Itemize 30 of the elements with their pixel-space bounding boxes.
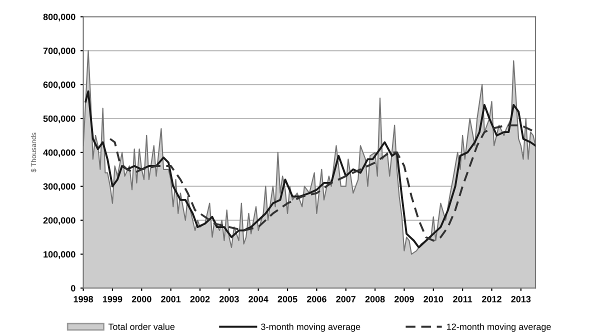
x-tick-label: 2000 <box>132 296 152 302</box>
line-series <box>84 90 536 248</box>
y-tick-label: 300,000 <box>43 183 76 192</box>
y-tick-label: 200,000 <box>43 217 76 225</box>
legend-label: 12-month moving average <box>447 323 551 332</box>
y-tick-label: 100,000 <box>44 251 76 259</box>
x-tick-label: 2007 <box>336 296 356 302</box>
y-tick-label: 500,000 <box>43 115 76 124</box>
x-tick-label: 2011 <box>453 296 472 302</box>
x-tick-label: 2010 <box>424 296 444 302</box>
x-tick-label: 2001 <box>161 296 181 302</box>
y-tick-label: 0 <box>71 285 76 292</box>
line-series <box>109 124 536 242</box>
legend-label: 3-month moving average <box>261 323 360 332</box>
x-tick-label: 2009 <box>394 296 414 302</box>
x-tick-label: 2003 <box>219 296 239 302</box>
x-tick-label: 2004 <box>248 296 268 302</box>
y-tick-label: 600,000 <box>43 82 76 90</box>
x-tick-label: 2006 <box>306 296 326 302</box>
legend-label: Total order value <box>108 323 175 330</box>
x-tick-label: 2012 <box>482 296 502 302</box>
x-tick-label: 1999 <box>103 296 122 302</box>
y-tick-label: 800,000 <box>43 14 76 22</box>
x-tick-label: 2002 <box>190 296 210 302</box>
x-tick-label: 2013 <box>511 296 531 302</box>
x-tick-label: 2008 <box>365 296 385 302</box>
x-tick-label: 1998 <box>74 296 94 302</box>
x-tick-label: 2005 <box>278 296 298 302</box>
y-tick-label: 700,000 <box>43 48 76 56</box>
y-tick-label: 400,000 <box>43 149 76 158</box>
